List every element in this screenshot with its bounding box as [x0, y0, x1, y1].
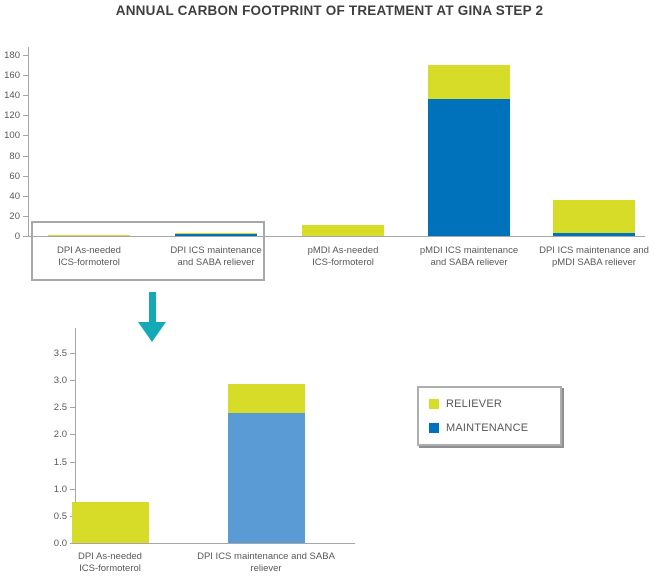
y-tick-label: 40 [9, 190, 20, 202]
y-tick-mark [23, 195, 28, 197]
legend-label-maintenance: MAINTENANCE [446, 422, 529, 434]
maintenance-swatch-icon [429, 423, 439, 433]
y-tick-mark [23, 115, 28, 117]
y-tick-mark [70, 434, 75, 436]
y-tick-mark [23, 236, 28, 237]
zoom-highlight-box [31, 221, 265, 281]
y-tick-mark [70, 488, 75, 490]
y-tick-mark [70, 461, 75, 463]
bar-segment-reliever [553, 200, 635, 234]
x-category-label: pMDI As-needed ICS-formoterol [307, 245, 379, 268]
bar-segment-maintenance [428, 99, 510, 236]
y-tick-mark [23, 175, 28, 177]
y-tick-label: 20 [9, 210, 20, 222]
y-tick-mark [70, 353, 75, 354]
y-tick-label: 1.0 [53, 483, 67, 495]
y-tick-mark [23, 215, 28, 217]
y-tick-mark [70, 515, 75, 517]
y-tick-mark [23, 155, 28, 157]
y-tick-label: 160 [4, 70, 20, 82]
y-tick-label: 60 [9, 170, 20, 182]
bar-segment-maintenance [553, 233, 635, 236]
bar-segment-reliever [71, 502, 149, 543]
y-tick-mark [70, 407, 75, 409]
y-tick-label: 2.0 [53, 429, 67, 441]
chart-title: ANNUAL CARBON FOOTPRINT OF TREATMENT AT … [115, 3, 544, 18]
legend-label-reliever: RELIEVER [446, 398, 503, 410]
bar-segment-reliever [227, 383, 305, 413]
y-tick-mark [23, 75, 28, 77]
bar-segment-reliever [302, 224, 384, 236]
bar-segment-maintenance [227, 412, 305, 543]
y-tick-label: 2.5 [53, 402, 67, 414]
legend: RELIEVER MAINTENANCE [417, 386, 562, 446]
reliever-swatch-icon [429, 399, 439, 409]
y-tick-label: 180 [4, 50, 20, 61]
y-tick-label: 120 [4, 110, 20, 122]
y-tick-label: 3.0 [53, 375, 67, 387]
down-arrow-head [138, 322, 166, 342]
y-tick-label: 0.0 [53, 538, 67, 549]
y-tick-label: 140 [4, 90, 20, 102]
x-category-label: pMDI ICS maintenance and SABA reliever [419, 245, 519, 268]
x-category-label: DPI As-needed ICS-formoterol [78, 551, 142, 574]
x-category-label: DPI ICS maintenance and pMDI SABA reliev… [539, 245, 649, 268]
y-tick-mark [70, 380, 75, 382]
x-axis-line [75, 543, 355, 544]
y-tick-mark [70, 543, 75, 544]
y-axis-line [28, 47, 29, 236]
legend-item-reliever: RELIEVER [429, 398, 502, 410]
down-arrow-stem [149, 292, 156, 323]
y-tick-label: 0 [14, 231, 20, 242]
y-tick-mark [23, 55, 28, 56]
down-arrow-icon [138, 292, 166, 342]
x-category-label: DPI ICS maintenance and SABA reliever [197, 551, 335, 574]
y-tick-label: 0.5 [53, 510, 67, 522]
y-tick-mark [23, 135, 28, 137]
legend-item-maintenance: MAINTENANCE [429, 422, 528, 434]
y-tick-label: 1.5 [53, 456, 67, 468]
y-tick-mark [23, 95, 28, 97]
y-tick-label: 80 [9, 150, 20, 162]
y-tick-label: 100 [4, 130, 20, 142]
y-axis-line [75, 328, 76, 543]
y-tick-label: 3.5 [53, 348, 67, 359]
bar-segment-reliever [428, 65, 510, 100]
